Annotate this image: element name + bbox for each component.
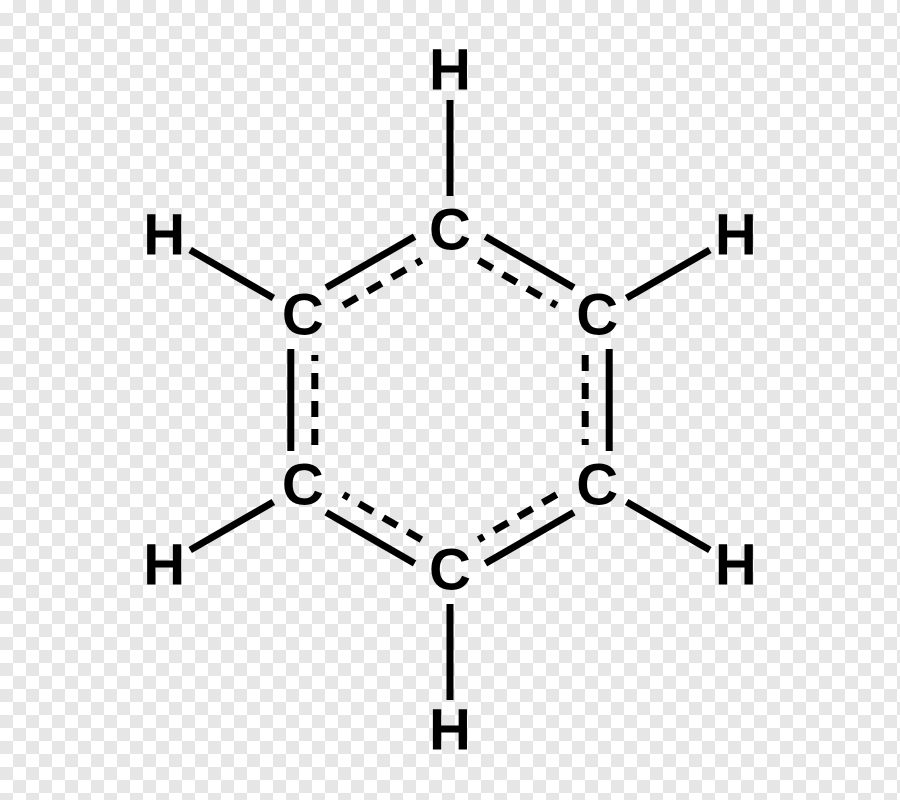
carbon-atom-label: C <box>429 198 471 263</box>
hydrogen-atom-label: H <box>429 698 471 763</box>
hydrogen-atom-label: H <box>715 533 757 598</box>
carbon-atom-label: C <box>576 283 618 348</box>
hydrogen-atom-label: H <box>143 533 185 598</box>
hydrogen-atom-label: H <box>143 203 185 268</box>
bond-single <box>627 250 710 298</box>
hydrogen-atom-label: H <box>715 203 757 268</box>
carbon-atom-label: C <box>282 283 324 348</box>
bond-single <box>627 502 710 550</box>
carbon-atom-label: C <box>576 453 618 518</box>
bond-aromatic-solid <box>485 512 573 563</box>
bond-aromatic-solid <box>326 237 414 288</box>
molecule-diagram: C C C C C C H H H H H H <box>0 0 900 800</box>
bond-aromatic-solid <box>326 512 414 563</box>
carbon-atom-label: C <box>429 538 471 603</box>
bond-single <box>190 502 273 550</box>
bond-aromatic-solid <box>485 237 573 288</box>
bond-single <box>190 250 273 298</box>
canvas-background: C C C C C C H H H H H H <box>0 0 900 800</box>
carbon-atom-label: C <box>282 453 324 518</box>
hydrogen-atom-label: H <box>429 38 471 103</box>
